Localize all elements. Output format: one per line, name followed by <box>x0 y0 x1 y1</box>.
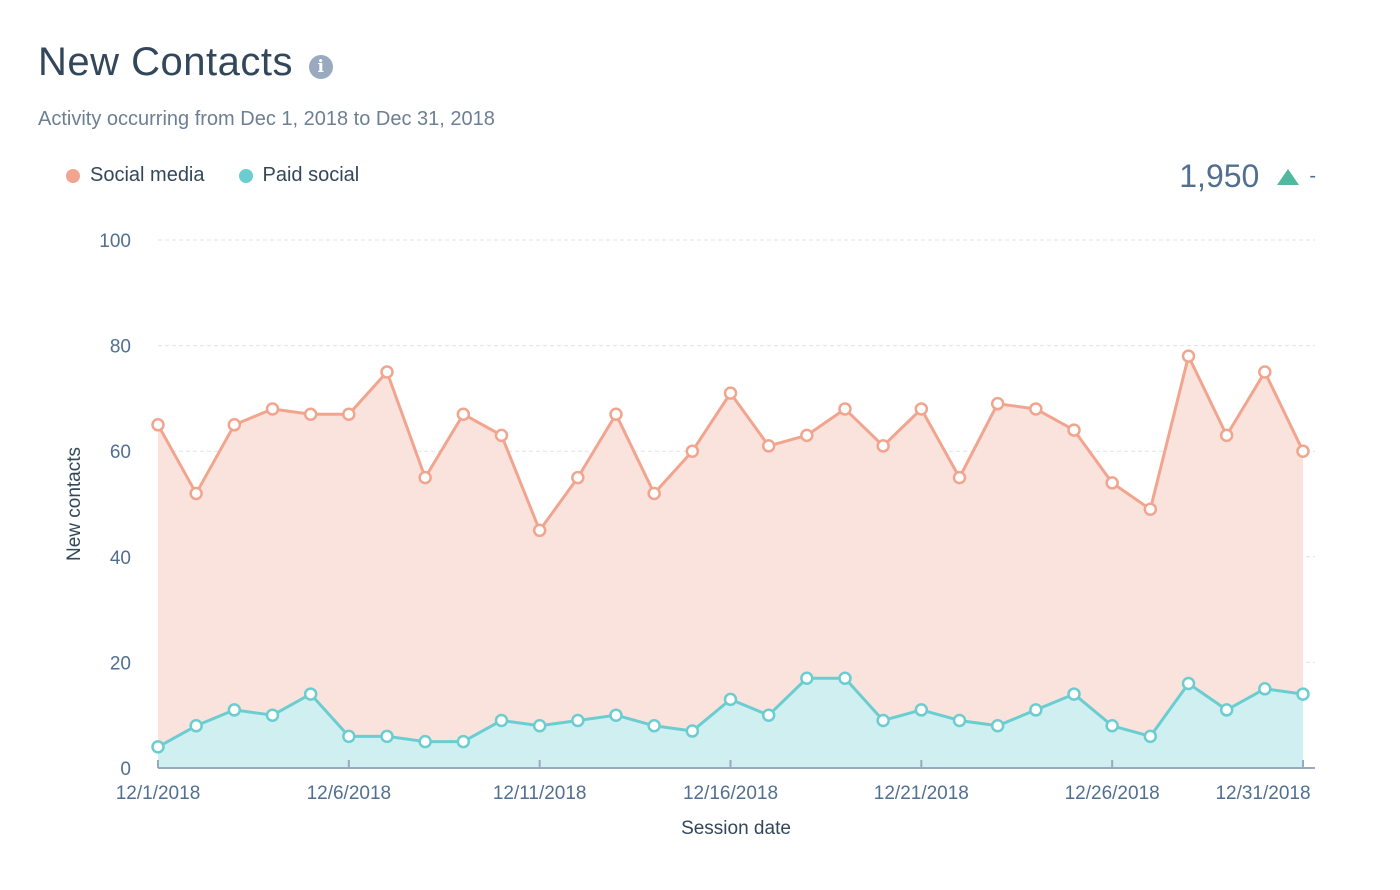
data-point-paid-social[interactable] <box>723 692 738 707</box>
data-point-social-media[interactable] <box>723 386 738 400</box>
data-point-paid-social[interactable] <box>151 740 165 754</box>
data-point-paid-social[interactable] <box>685 724 700 738</box>
data-point-social-media[interactable] <box>1219 428 1234 443</box>
data-point-paid-social[interactable] <box>1296 687 1310 701</box>
x-tick-label: 12/1/2018 <box>116 783 201 804</box>
area-social-media <box>158 356 1303 768</box>
data-point-paid-social[interactable] <box>800 671 814 685</box>
x-tick-label: 12/21/2018 <box>874 783 969 804</box>
legend-dot-icon <box>66 168 80 183</box>
legend-item-social-media[interactable]: Social media <box>66 164 205 187</box>
data-point-social-media[interactable] <box>227 418 242 432</box>
data-point-paid-social[interactable] <box>1067 687 1081 701</box>
data-point-social-media[interactable] <box>151 418 165 432</box>
data-point-social-media[interactable] <box>1296 444 1310 458</box>
date-range-subtitle: Activity occurring from Dec 1, 2018 to D… <box>38 108 495 130</box>
triangle-up-icon <box>1277 168 1300 185</box>
x-tick-label: 12/6/2018 <box>307 783 392 804</box>
chart-title-text: New Contacts <box>38 40 293 84</box>
x-tick-label: 12/31/2018 <box>1215 783 1310 804</box>
data-point-social-media[interactable] <box>1258 365 1272 379</box>
data-point-paid-social[interactable] <box>532 719 547 733</box>
data-point-social-media[interactable] <box>571 470 585 485</box>
data-point-social-media[interactable] <box>647 486 661 501</box>
data-point-social-media[interactable] <box>990 396 1005 411</box>
data-point-paid-social[interactable] <box>1029 703 1043 717</box>
data-point-paid-social[interactable] <box>914 703 929 717</box>
data-point-social-media[interactable] <box>418 470 432 485</box>
data-point-paid-social[interactable] <box>1258 682 1272 696</box>
data-point-paid-social[interactable] <box>227 703 242 717</box>
data-point-social-media[interactable] <box>189 486 203 501</box>
data-point-social-media[interactable] <box>761 439 776 453</box>
data-point-social-media[interactable] <box>303 407 318 421</box>
y-tick-label: 20 <box>110 653 131 674</box>
data-point-paid-social[interactable] <box>609 708 623 722</box>
data-point-social-media[interactable] <box>1143 502 1158 517</box>
x-axis-label: Session date <box>681 818 791 839</box>
total-value: 1,950 <box>1179 158 1260 194</box>
change-value: - <box>1309 165 1316 187</box>
y-tick-label: 60 <box>110 442 131 463</box>
data-point-social-media[interactable] <box>1029 402 1043 416</box>
chart-title: New Contacts i <box>38 40 333 85</box>
data-point-paid-social[interactable] <box>761 708 776 722</box>
total-summary: 1,950 - <box>1179 158 1316 195</box>
data-point-paid-social[interactable] <box>571 713 585 728</box>
data-point-paid-social[interactable] <box>1181 676 1196 691</box>
data-point-paid-social[interactable] <box>456 734 471 749</box>
data-point-paid-social[interactable] <box>990 719 1005 733</box>
data-point-paid-social[interactable] <box>1219 703 1234 717</box>
data-point-social-media[interactable] <box>876 439 890 453</box>
data-point-paid-social[interactable] <box>647 719 661 733</box>
data-point-social-media[interactable] <box>685 444 700 458</box>
data-point-social-media[interactable] <box>952 470 967 485</box>
data-point-social-media[interactable] <box>609 407 623 421</box>
data-point-paid-social[interactable] <box>418 734 432 749</box>
x-tick-label: 12/11/2018 <box>493 783 587 804</box>
data-point-social-media[interactable] <box>800 428 814 443</box>
data-point-social-media[interactable] <box>1105 476 1119 490</box>
info-icon[interactable]: i <box>308 54 333 79</box>
legend-item-paid-social[interactable]: Paid social <box>238 164 360 187</box>
legend: Social media Paid social <box>66 164 359 187</box>
legend-label: Social media <box>90 164 205 186</box>
area-paid-social <box>158 678 1303 768</box>
data-point-social-media[interactable] <box>1067 423 1081 437</box>
data-point-paid-social[interactable] <box>838 671 852 685</box>
data-point-social-media[interactable] <box>342 407 356 421</box>
data-point-social-media[interactable] <box>532 523 547 538</box>
data-point-paid-social[interactable] <box>1105 719 1119 733</box>
data-point-paid-social[interactable] <box>303 687 318 701</box>
y-tick-label: 40 <box>110 548 131 569</box>
legend-dot-icon <box>238 168 253 183</box>
data-point-social-media[interactable] <box>456 407 471 421</box>
data-point-paid-social[interactable] <box>342 729 356 744</box>
data-point-paid-social[interactable] <box>189 719 203 733</box>
data-point-social-media[interactable] <box>838 402 852 416</box>
x-tick-label: 12/26/2018 <box>1065 783 1160 804</box>
data-point-paid-social[interactable] <box>494 713 509 728</box>
legend-label: Paid social <box>262 164 360 186</box>
data-point-paid-social[interactable] <box>265 708 280 722</box>
data-point-paid-social[interactable] <box>876 713 890 728</box>
data-point-paid-social[interactable] <box>1143 729 1158 744</box>
x-tick-label: 12/16/2018 <box>683 783 778 804</box>
y-axis-label: New contacts <box>64 447 85 561</box>
data-point-social-media[interactable] <box>265 402 280 416</box>
y-tick-label: 100 <box>99 231 131 252</box>
data-point-paid-social[interactable] <box>380 729 394 744</box>
y-tick-label: 80 <box>110 337 131 358</box>
data-point-paid-social[interactable] <box>952 713 967 728</box>
data-point-social-media[interactable] <box>380 365 394 379</box>
data-point-social-media[interactable] <box>1181 349 1196 363</box>
data-point-social-media[interactable] <box>494 428 509 443</box>
data-point-social-media[interactable] <box>914 402 929 416</box>
y-tick-label: 0 <box>120 759 131 780</box>
